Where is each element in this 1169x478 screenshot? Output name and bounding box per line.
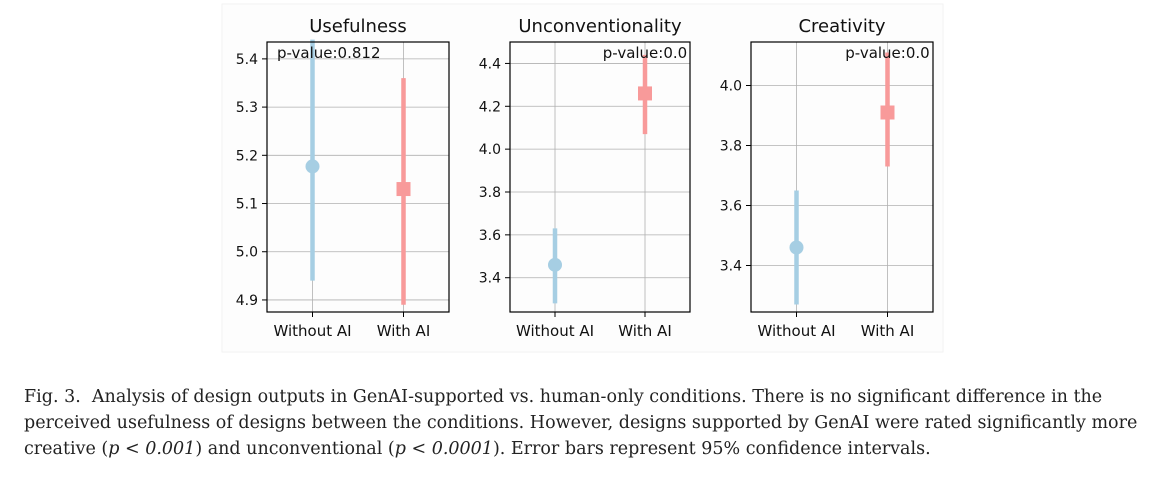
y-tick-label: 5.1 <box>236 197 258 213</box>
mean-marker-without-ai <box>305 159 320 174</box>
figure-charts: 4.9 5.0 5.1 5.2 5.3 5.4 Without AI With AI Usefu… <box>221 3 944 353</box>
y-tick-label: 4.0 <box>720 79 742 95</box>
caption-text-2: ) and unconventional ( <box>195 439 395 459</box>
chart-title: Unconventionality <box>518 16 682 37</box>
mean-marker-with-ai <box>396 182 411 197</box>
mean-marker-with-ai <box>638 86 652 101</box>
y-tick-label: 5.4 <box>236 52 258 68</box>
y-tick-label: 5.2 <box>236 148 258 164</box>
y-tick-label: 3.4 <box>720 259 742 275</box>
caption-text-3: ). Error bars represent 95% confidence i… <box>492 439 931 459</box>
y-tick-label: 4.4 <box>479 56 501 72</box>
y-tick-label: 4.9 <box>236 293 258 309</box>
y-tick-label: 3.4 <box>479 271 501 287</box>
chart-panel-3: 3.4 3.6 3.8 4.0 Without AI With AI Creativity p… <box>720 16 934 340</box>
x-tick-label: Without AI <box>757 322 835 340</box>
chart-panel-2: 3.4 3.6 3.8 4.0 4.2 4.4 Without AI With AI Uncon… <box>479 16 691 340</box>
chart-title: Creativity <box>798 16 885 37</box>
caption-math-2: p < 0.0001 <box>394 439 493 459</box>
figure-caption: Fig. 3. Analysis of design outputs in Ge… <box>24 384 1149 462</box>
mean-marker-with-ai <box>880 105 895 120</box>
p-value-annotation: p-value:0.0 <box>603 44 687 62</box>
p-value-annotation: p-value:0.812 <box>277 44 381 62</box>
y-tick-label: 3.8 <box>720 139 742 155</box>
y-tick-label: 3.6 <box>720 199 742 215</box>
y-tick-label: 3.6 <box>479 228 501 244</box>
figure-background <box>221 3 944 353</box>
x-tick-label: With AI <box>377 322 431 340</box>
chart-panel-1: 4.9 5.0 5.1 5.2 5.3 5.4 Without AI With AI Usefu… <box>236 16 450 340</box>
x-tick-label: Without AI <box>273 322 351 340</box>
x-tick-label: Without AI <box>516 322 594 340</box>
y-tick-label: 4.2 <box>479 99 501 115</box>
axes-frame <box>266 41 450 313</box>
p-value-annotation: p-value:0.0 <box>845 44 929 62</box>
y-tick-label: 5.3 <box>236 100 258 116</box>
axes-frame <box>509 41 691 313</box>
caption-math-1: p < 0.001 <box>108 439 196 459</box>
y-tick-label: 5.0 <box>236 245 258 261</box>
axes-frame <box>750 41 934 313</box>
caption-text-1: Analysis of design outputs in GenAI-supp… <box>24 387 1138 459</box>
mean-marker-without-ai <box>789 240 804 255</box>
x-tick-label: With AI <box>861 322 915 340</box>
y-tick-label: 4.0 <box>479 142 501 158</box>
caption-label: Fig. 3. <box>24 387 81 407</box>
x-tick-label: With AI <box>618 322 672 340</box>
chart-title: Usefulness <box>309 16 407 37</box>
mean-marker-without-ai <box>548 257 562 272</box>
y-tick-label: 3.8 <box>479 185 501 201</box>
